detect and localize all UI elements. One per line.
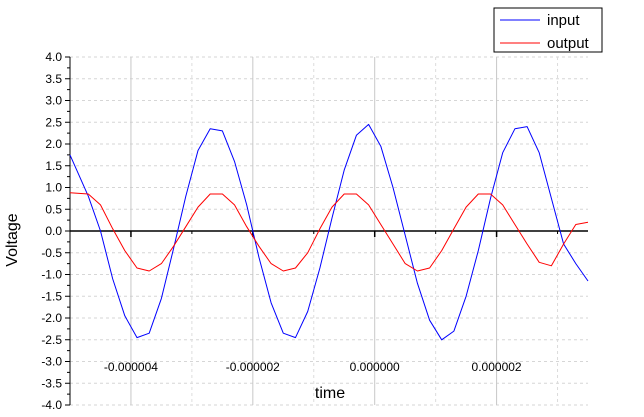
y-tick-label: 1.5 [45, 159, 62, 173]
tick-labels: 4.0 3.5 3.0 2.5 2.0 1.5 1.0 0.5 0.0 -0.5 -1.0 -1.5 -… [41, 50, 522, 412]
y-tick-label: 2.5 [45, 115, 62, 129]
y-tick-label: -0.5 [41, 246, 62, 260]
y-tick-label: -4.0 [41, 398, 62, 412]
y-tick-label: -1.0 [41, 268, 62, 282]
series-layer [69, 123, 589, 341]
y-tick-label: -2.0 [41, 311, 62, 325]
y-axis-title: Voltage [4, 213, 21, 266]
y-tick-label: 0.5 [45, 202, 62, 216]
legend: input output [493, 7, 603, 53]
series-line-input [69, 123, 589, 341]
x-tick-label: 0.000002 [472, 360, 522, 374]
x-tick-label: -0.000002 [226, 360, 280, 374]
y-tick-label: -2.5 [41, 333, 62, 347]
y-tick-label: 0.0 [45, 224, 62, 238]
series-line-output [69, 192, 589, 272]
axes [65, 56, 588, 406]
legend-label-input: input [547, 12, 580, 29]
x-tick-label: 0.000000 [350, 360, 400, 374]
y-tick-label: 3.5 [45, 72, 62, 86]
y-tick-label: 1.0 [45, 181, 62, 195]
y-tick-label: -3.0 [41, 355, 62, 369]
y-tick-label: 4.0 [45, 50, 62, 64]
x-tick-label: -0.000004 [104, 360, 158, 374]
legend-label-output: output [547, 35, 590, 52]
y-tick-label: 3.0 [45, 94, 62, 108]
y-tick-label: -1.5 [41, 289, 62, 303]
y-tick-label: 2.0 [45, 137, 62, 151]
x-axis-title: time [315, 385, 345, 402]
y-tick-label: -3.5 [41, 376, 62, 390]
legend-box [493, 7, 603, 53]
